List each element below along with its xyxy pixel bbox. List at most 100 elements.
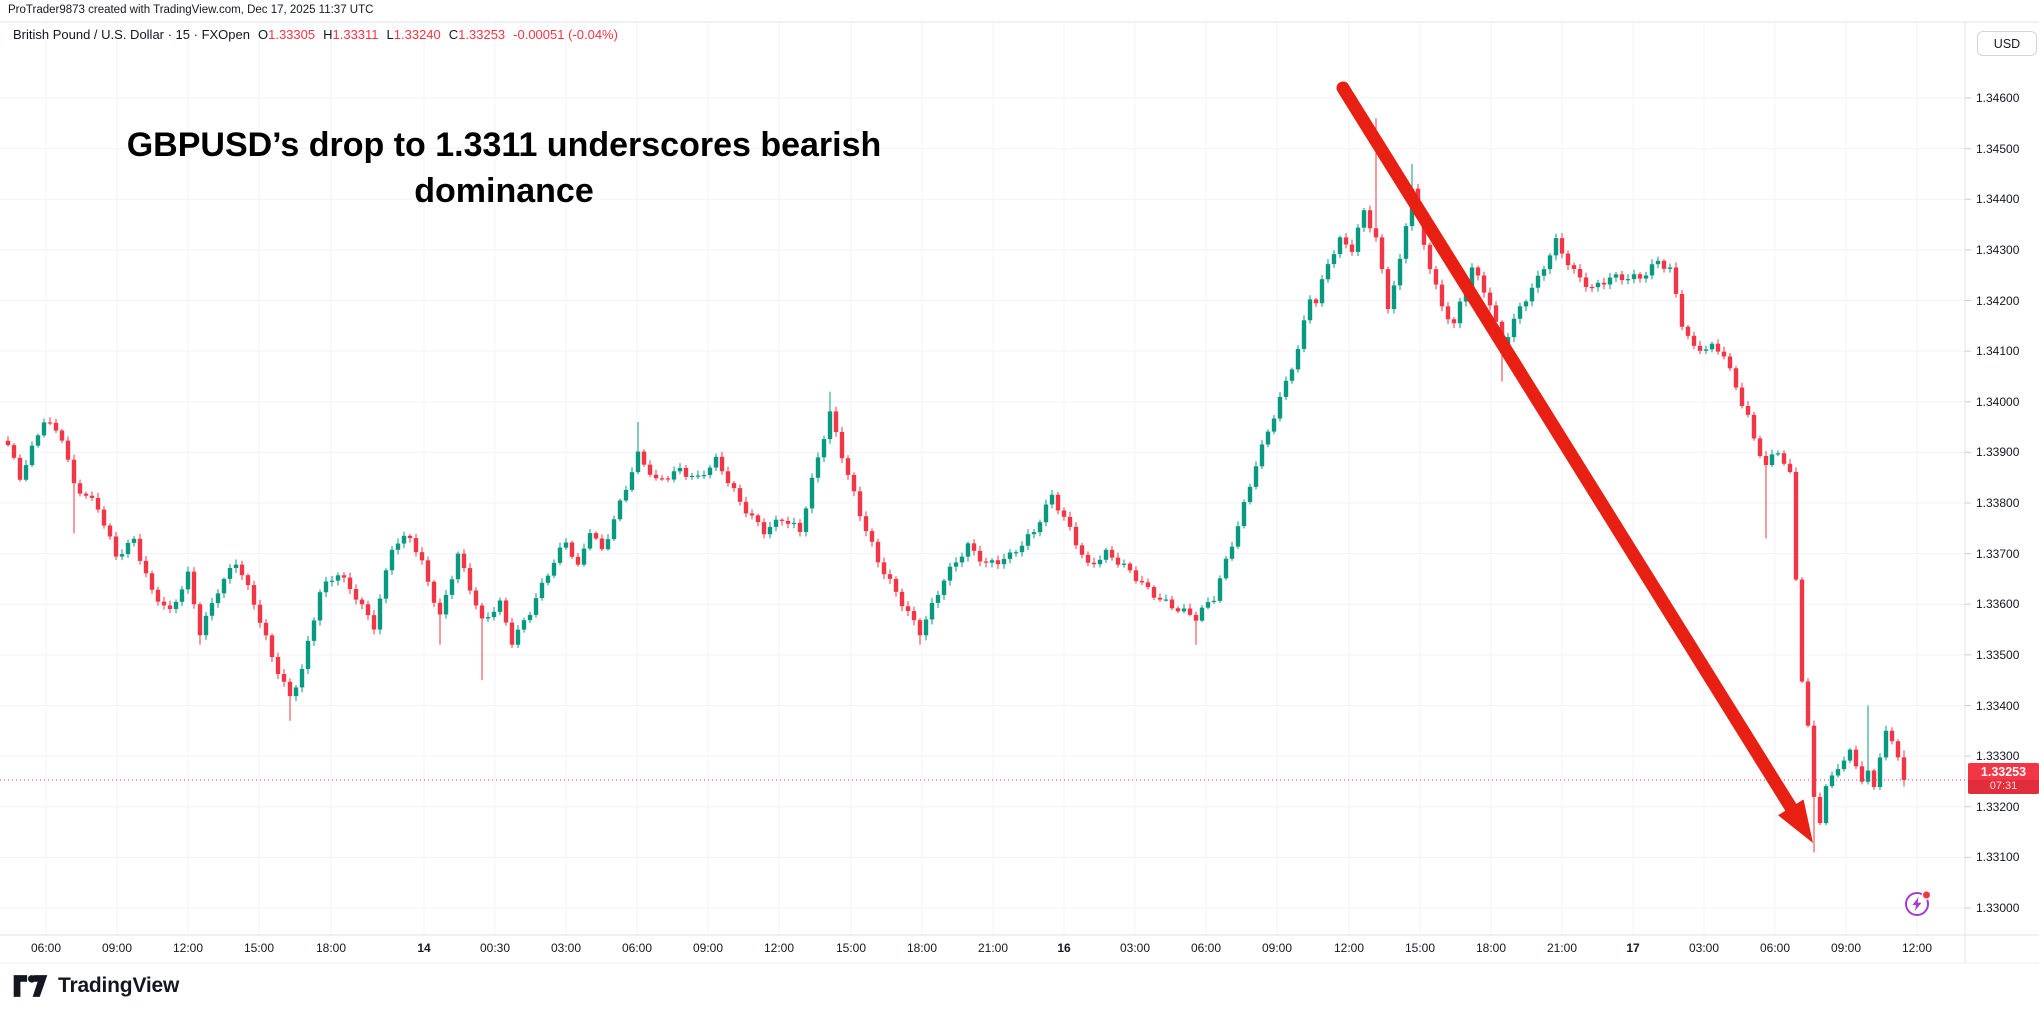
candle: [203, 615, 209, 636]
candle: [635, 451, 641, 473]
candle: [845, 458, 851, 475]
candle: [449, 579, 455, 595]
candle: [209, 603, 215, 616]
candle: [413, 538, 419, 553]
candle: [215, 593, 221, 604]
time-axis-label: 09:00: [101, 941, 133, 955]
candle: [767, 526, 773, 535]
candle: [173, 601, 179, 609]
candle: [1481, 275, 1487, 293]
candle: [1865, 770, 1871, 782]
candle: [995, 560, 1001, 565]
candle: [1745, 406, 1751, 415]
candle: [1199, 607, 1205, 621]
candle: [245, 575, 251, 586]
candle: [431, 581, 437, 603]
price-axis-label: 1.34100: [1976, 344, 2020, 359]
last-price-badge: 1.33253 07:31: [1968, 762, 2039, 794]
candle: [851, 474, 857, 492]
candle: [773, 519, 779, 527]
candle: [1859, 766, 1865, 782]
candle: [263, 622, 269, 636]
candle: [1703, 349, 1709, 351]
candle: [1883, 730, 1889, 758]
tradingview-logo[interactable]: TradingView: [12, 971, 179, 1001]
candle: [479, 605, 485, 619]
symbol-legend[interactable]: British Pound / U.S. Dollar · 15 · FXOpe…: [13, 27, 618, 42]
candle: [1325, 264, 1331, 280]
candle: [1541, 269, 1547, 276]
time-axis-label: 09:00: [1261, 941, 1293, 955]
chart-annotation-title: GBPUSD’s drop to 1.3311 underscores bear…: [104, 122, 904, 214]
candle: [647, 464, 653, 475]
time-axis-label: 18:00: [1475, 941, 1507, 955]
candle: [1103, 549, 1109, 560]
currency-toggle-button[interactable]: USD: [1977, 31, 2037, 56]
candle: [755, 515, 761, 523]
candle: [1511, 318, 1517, 338]
candle: [335, 575, 341, 581]
candle: [743, 501, 749, 514]
price-axis-label: 1.33100: [1976, 850, 2020, 865]
candle: [131, 538, 137, 543]
candle: [1283, 380, 1289, 397]
candle: [1667, 267, 1673, 269]
candle: [1853, 749, 1859, 767]
candle: [1217, 578, 1223, 601]
instant-trading-icon[interactable]: [1902, 887, 1933, 918]
candle: [161, 601, 167, 606]
candle: [179, 589, 185, 602]
candle: [1319, 279, 1325, 304]
time-axis-day-label: 14: [417, 941, 431, 955]
candle: [1601, 282, 1607, 285]
candle: [401, 535, 407, 544]
candle: [1127, 563, 1133, 571]
candle: [593, 533, 599, 539]
time-axis-label: 12:00: [763, 941, 795, 955]
candle: [1877, 757, 1883, 788]
candle: [1535, 275, 1541, 288]
candle: [305, 640, 311, 669]
candle: [911, 611, 917, 621]
candle: [989, 560, 995, 563]
candles-group[interactable]: [5, 118, 1907, 853]
ohlc-low: L1.33240: [386, 27, 441, 42]
candle: [1523, 301, 1529, 307]
candle: [227, 568, 233, 579]
bar-countdown: 07:31: [1968, 779, 2039, 794]
candle: [1805, 681, 1811, 726]
candle: [641, 451, 647, 465]
candle: [155, 589, 161, 602]
candle: [1751, 414, 1757, 439]
candle: [1331, 254, 1337, 265]
candle: [515, 629, 521, 645]
candle: [1697, 345, 1703, 351]
candle: [395, 543, 401, 550]
candle: [941, 580, 947, 595]
candle: [1691, 335, 1697, 346]
candle: [275, 657, 281, 674]
tradingview-logotext: TradingView: [58, 974, 180, 997]
candle: [731, 483, 737, 489]
candle: [1643, 275, 1649, 279]
symbol-title[interactable]: British Pound / U.S. Dollar · 15 · FXOpe…: [13, 27, 250, 42]
price-axis-label: 1.33400: [1976, 698, 2020, 713]
candle: [761, 522, 767, 535]
candle: [1073, 526, 1079, 546]
candle: [1157, 597, 1163, 600]
candle: [221, 578, 227, 594]
candle: [1313, 299, 1319, 304]
time-axis-label: 18:00: [906, 941, 938, 955]
candle: [1397, 258, 1403, 286]
time-axis-label: 03:00: [550, 941, 582, 955]
candle: [1145, 582, 1151, 588]
candle: [1115, 557, 1121, 565]
time-axis-day-label: 16: [1057, 941, 1071, 955]
candle: [1151, 587, 1157, 598]
candle: [1355, 227, 1361, 252]
candle: [1733, 368, 1739, 388]
candle: [677, 467, 683, 472]
price-axis-label: 1.33200: [1976, 799, 2020, 814]
